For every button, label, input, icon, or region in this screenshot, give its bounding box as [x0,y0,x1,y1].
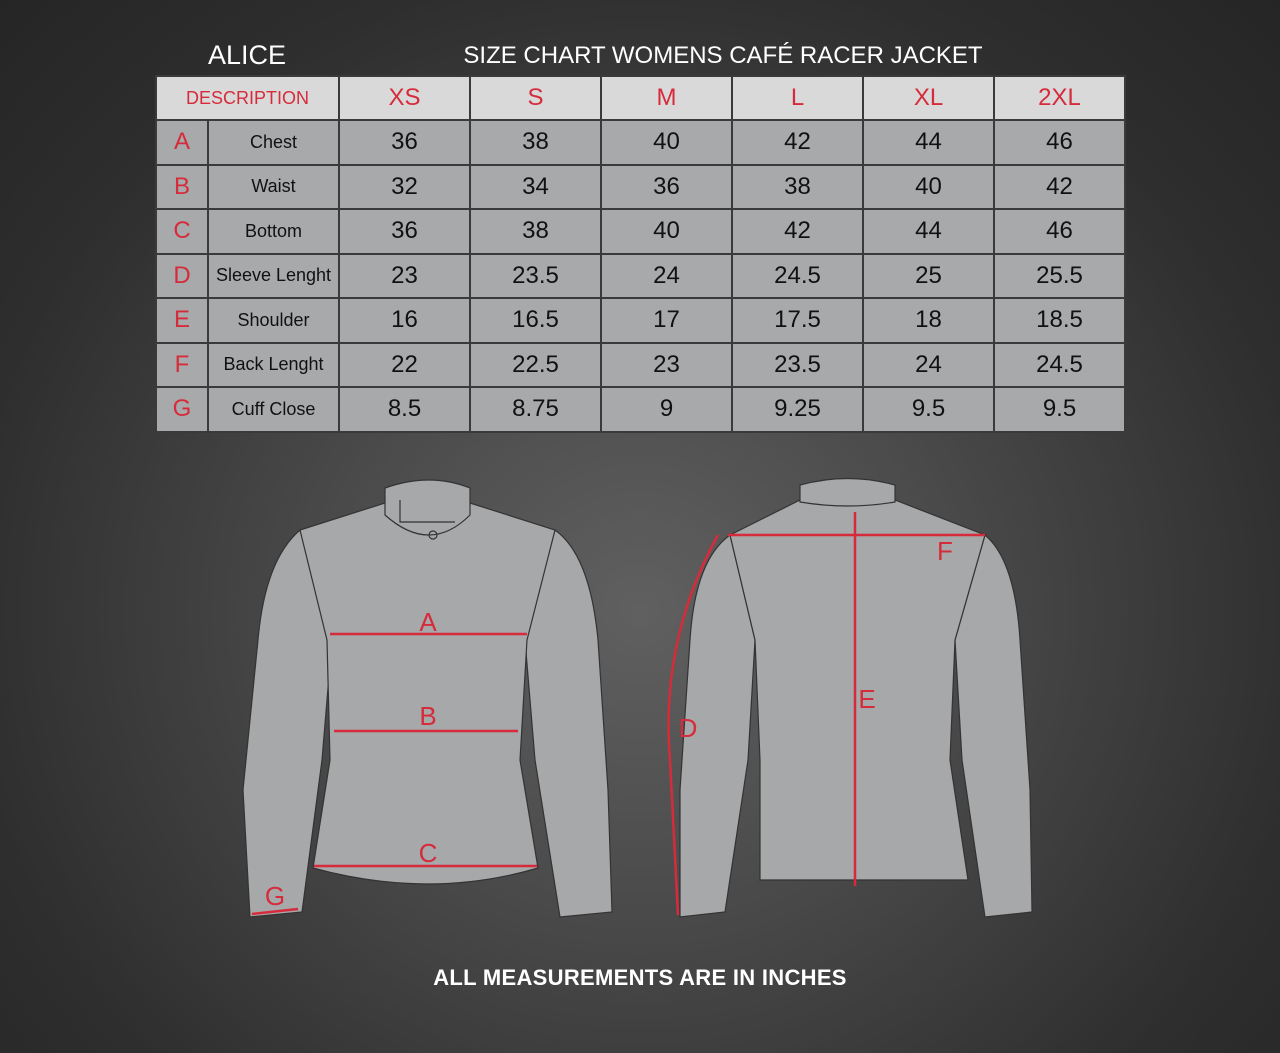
row-letter: A [155,119,209,166]
label-b: B [419,701,436,731]
front-body [299,502,556,885]
description-header: DESCRIPTION [155,75,340,121]
measurement-letters: A B C G D E F [265,536,953,911]
size-value: 40 [600,208,733,255]
row-letter: D [155,252,209,299]
table-row: A Chest 36 38 40 42 44 46 [155,119,1126,166]
label-d: D [679,713,698,743]
row-label: Shoulder [207,297,340,344]
size-value: 24 [862,341,995,388]
size-value: 8.5 [338,386,471,433]
table-row: F Back Lenght 22 22.5 23 23.5 24 24.5 [155,341,1126,388]
table-row: B Waist 32 34 36 38 40 42 [155,163,1126,210]
size-value: 44 [862,208,995,255]
size-value: 23.5 [469,252,602,299]
size-value: 42 [731,208,864,255]
size-value: 25.5 [993,252,1126,299]
size-value: 34 [469,163,602,210]
row-letter: F [155,341,209,388]
size-value: 38 [731,163,864,210]
back-left-sleeve [679,533,756,918]
size-header: XS [338,75,471,121]
size-value: 18.5 [993,297,1126,344]
back-jacket [679,477,1033,918]
size-table: DESCRIPTION XS S M L XL 2XL A Chest 36 38 40… [155,75,1126,433]
size-value: 36 [338,119,471,166]
size-value: 24.5 [993,341,1126,388]
back-collar [799,477,896,507]
row-label: Sleeve Lenght [207,252,340,299]
size-value: 46 [993,208,1126,255]
row-label: Chest [207,119,340,166]
size-header: M [600,75,733,121]
label-e: E [858,684,875,714]
row-label: Back Lenght [207,341,340,388]
size-value: 24.5 [731,252,864,299]
line-g [251,907,299,916]
front-right-sleeve [524,529,613,918]
size-value: 16 [338,297,471,344]
size-header: XL [862,75,995,121]
table-row: C Bottom 36 38 40 42 44 46 [155,208,1126,255]
size-value: 9.5 [993,386,1126,433]
label-f: F [937,536,953,566]
measurement-lines [251,512,985,916]
collar-inner [399,500,455,523]
row-label: Bottom [207,208,340,255]
label-a: A [419,607,437,637]
size-header: L [731,75,864,121]
size-value: 38 [469,119,602,166]
size-value: 36 [600,163,733,210]
size-value: 9.25 [731,386,864,433]
size-value: 23 [600,341,733,388]
size-value: 46 [993,119,1126,166]
front-jacket [242,479,613,918]
table-header-row: DESCRIPTION XS S M L XL 2XL [155,75,1126,121]
size-value: 23 [338,252,471,299]
front-left-sleeve [242,528,333,918]
size-value: 25 [862,252,995,299]
size-value: 23.5 [731,341,864,388]
line-d [667,534,720,916]
row-letter: G [155,386,209,433]
size-header: 2XL [993,75,1126,121]
table-row: D Sleeve Lenght 23 23.5 24 24.5 25 25.5 [155,252,1126,299]
row-label: Cuff Close [207,386,340,433]
brand-name: ALICE [207,40,287,70]
table-row: E Shoulder 16 16.5 17 17.5 18 18.5 [155,297,1126,344]
size-value: 24 [600,252,733,299]
row-label: Waist [207,163,340,210]
size-value: 18 [862,297,995,344]
back-right-sleeve [954,533,1033,918]
size-value: 17 [600,297,733,344]
size-value: 42 [993,163,1126,210]
size-value: 9.5 [862,386,995,433]
label-g: G [265,881,285,911]
size-value: 40 [600,119,733,166]
size-value: 44 [862,119,995,166]
size-value: 22.5 [469,341,602,388]
size-value: 22 [338,341,471,388]
table-row: G Cuff Close 8.5 8.75 9 9.25 9.5 9.5 [155,386,1126,433]
row-letter: C [155,208,209,255]
size-value: 17.5 [731,297,864,344]
size-header: S [469,75,602,121]
collar-button [428,530,438,540]
label-c: C [419,838,438,868]
size-value: 38 [469,208,602,255]
size-value: 40 [862,163,995,210]
size-value: 8.75 [469,386,602,433]
size-value: 36 [338,208,471,255]
measurement-note: ALL MEASUREMENTS ARE IN INCHES [433,965,847,990]
size-value: 32 [338,163,471,210]
row-letter: B [155,163,209,210]
size-value: 42 [731,119,864,166]
chart-title: SIZE CHART WOMENS CAFÉ RACER JACKET [463,42,983,69]
size-value: 16.5 [469,297,602,344]
front-collar [384,479,471,536]
size-value: 9 [600,386,733,433]
row-letter: E [155,297,209,344]
